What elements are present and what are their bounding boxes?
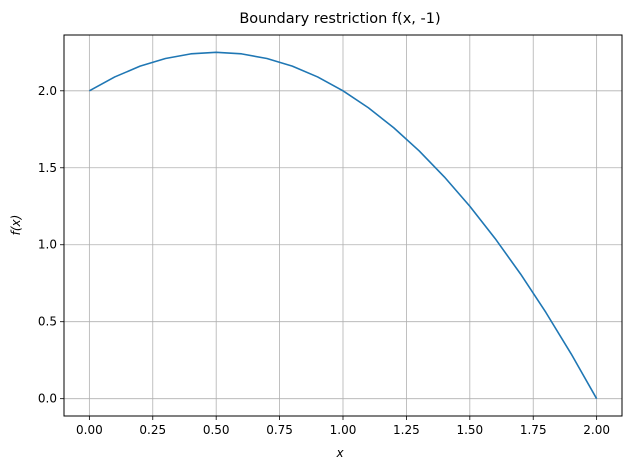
x-tick-label: 0.00 <box>76 423 103 437</box>
y-tick-label: 0.0 <box>38 392 57 406</box>
x-axis: 0.00 0.25 0.50 0.75 1.00 1.25 1.50 1.75 2.00 <box>76 416 610 437</box>
grid <box>64 35 622 416</box>
series-line <box>88 51 598 400</box>
y-tick-label: 1.5 <box>38 161 57 175</box>
series-layer <box>88 51 598 400</box>
y-axis: 0.0 0.5 1.0 1.5 2.0 <box>38 84 64 406</box>
x-tick-label: 0.75 <box>266 423 293 437</box>
chart-title: Boundary restriction f(x, -1) <box>239 11 440 27</box>
y-tick-label: 0.5 <box>38 315 57 329</box>
x-axis-label: x <box>335 446 344 460</box>
x-tick-label: 1.75 <box>520 423 547 437</box>
x-tick-label: 1.25 <box>393 423 420 437</box>
x-tick-label: 1.00 <box>330 423 357 437</box>
y-tick-label: 2.0 <box>38 84 57 98</box>
x-tick-label: 0.50 <box>203 423 230 437</box>
x-tick-label: 0.25 <box>139 423 166 437</box>
x-tick-label: 2.00 <box>583 423 610 437</box>
y-tick-label: 1.0 <box>38 238 57 252</box>
x-tick-label: 1.50 <box>456 423 483 437</box>
y-axis-label: f(x) <box>9 215 23 236</box>
